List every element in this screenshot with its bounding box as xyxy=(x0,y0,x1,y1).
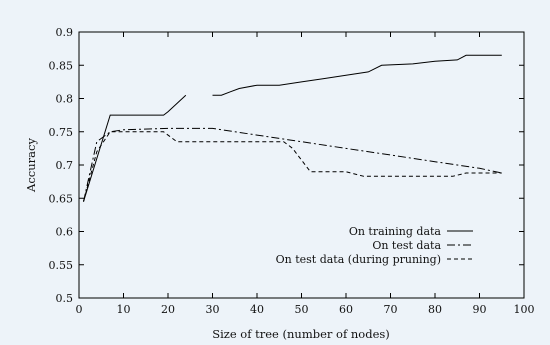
y-tick-label: 0.85 xyxy=(49,59,74,72)
y-tick-label: 0.5 xyxy=(56,292,74,305)
series-line-on-training-data xyxy=(83,94,187,202)
x-tick-label: 0 xyxy=(76,303,83,316)
y-tick-label: 0.9 xyxy=(56,26,74,39)
y-tick-label: 0.75 xyxy=(49,126,74,139)
y-tick-label: 0.6 xyxy=(56,226,74,239)
axis-ticks: 0 10 20 30 40 50 60 70 80 90 100 0.5 0.55 0.6 0.65 0.7 0… xyxy=(49,26,535,316)
x-tick-label: 90 xyxy=(473,303,487,316)
x-tick-label: 10 xyxy=(117,303,131,316)
legend-label-on-training-data: On training data xyxy=(349,225,442,238)
y-tick-label: 0.55 xyxy=(49,259,74,272)
x-axis-title: Size of tree (number of nodes) xyxy=(212,327,390,341)
series-line-on-test-data xyxy=(83,127,502,202)
y-tick-label: 0.65 xyxy=(49,192,74,205)
legend-label-on-test-data-during-pruning: On test data (during pruning) xyxy=(276,253,441,266)
x-tick-label: 20 xyxy=(161,303,175,316)
series-lines xyxy=(83,54,502,202)
y-tick-label: 0.8 xyxy=(56,93,74,106)
x-tick-label: 40 xyxy=(250,303,264,316)
legend-label-on-test-data: On test data xyxy=(372,239,441,252)
x-tick-label: 50 xyxy=(295,303,309,316)
x-tick-label: 100 xyxy=(514,303,535,316)
x-tick-label: 30 xyxy=(206,303,220,316)
x-tick-label: 80 xyxy=(428,303,442,316)
y-tick-label: 0.7 xyxy=(56,159,74,172)
series-line-on-training-data xyxy=(212,54,502,96)
y-axis-title: Accuracy xyxy=(24,138,38,193)
series-line-on-test-data-during-pruning xyxy=(83,131,502,202)
x-tick-label: 70 xyxy=(384,303,398,316)
x-tick-label: 60 xyxy=(339,303,353,316)
